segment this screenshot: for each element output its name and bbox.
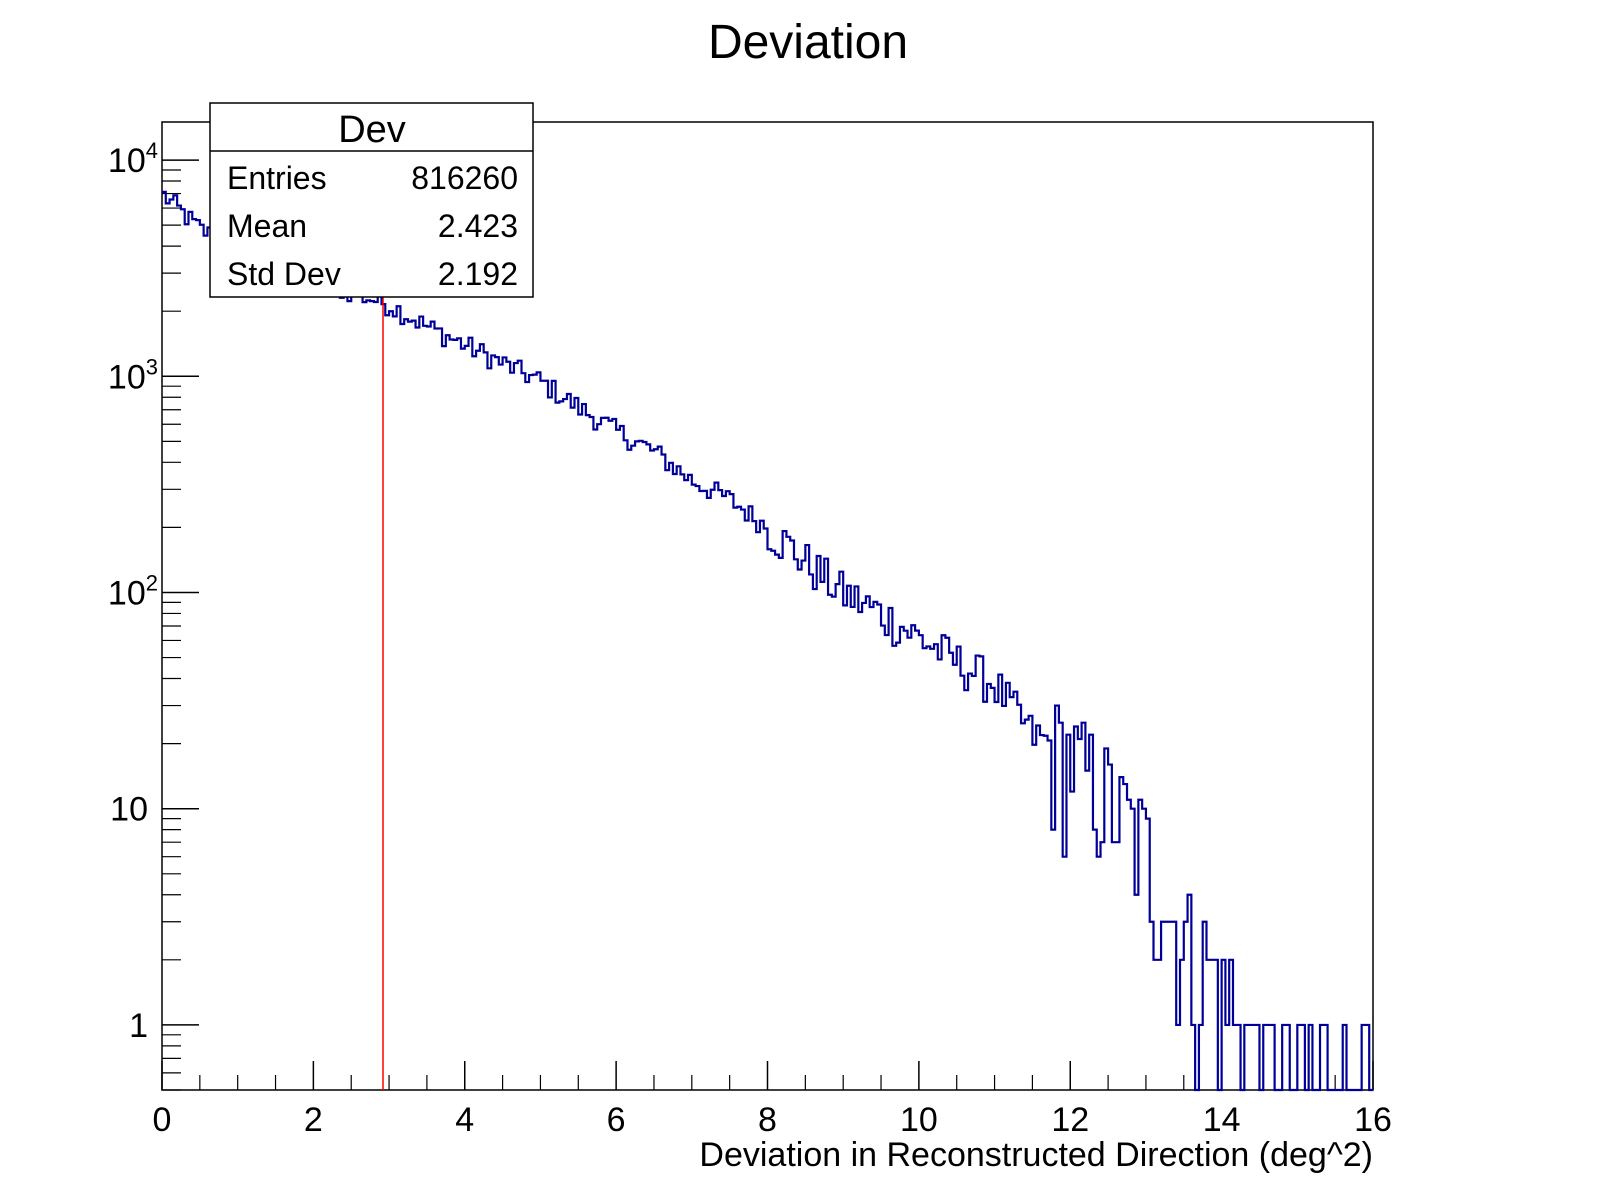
stats-stddev-label: Std Dev <box>227 256 341 292</box>
x-tick-label: 14 <box>1203 1101 1241 1139</box>
x-axis-title: Deviation in Reconstructed Direction (de… <box>699 1136 1373 1174</box>
x-tick-label: 12 <box>1051 1101 1089 1139</box>
x-tick-label: 10 <box>900 1101 938 1139</box>
stats-stddev-value: 2.192 <box>438 256 518 292</box>
x-tick-label: 2 <box>304 1101 323 1139</box>
x-tick-label: 4 <box>455 1101 474 1139</box>
stats-box-title: Dev <box>338 109 406 151</box>
x-tick-label: 8 <box>758 1101 777 1139</box>
x-axis-ticks: 0 2 4 6 8 10 12 14 16 <box>153 1061 1392 1139</box>
minor-ticks <box>162 169 1336 1091</box>
stats-entries-value: 816260 <box>411 160 518 196</box>
y-tick-label: 10 <box>110 791 148 829</box>
y-tick-label: 1 <box>129 1007 148 1045</box>
y-axis-ticks: 1 10 102 103 104 <box>108 138 199 1045</box>
x-tick-label: 6 <box>607 1101 626 1139</box>
histogram-series-line <box>162 190 1373 1092</box>
chart-title: Deviation <box>708 16 908 69</box>
stats-entries-label: Entries <box>227 160 327 196</box>
stats-mean-value: 2.423 <box>438 208 518 244</box>
y-tick-label: 103 <box>108 354 158 396</box>
y-tick-label: 104 <box>108 138 158 180</box>
stats-box-frame <box>209 102 534 298</box>
stats-box: Dev Entries 816260 Mean 2.423 Std Dev 2.… <box>209 102 534 298</box>
x-tick-label: 16 <box>1354 1101 1392 1139</box>
x-tick-label: 0 <box>153 1101 172 1139</box>
y-tick-label: 102 <box>108 570 158 612</box>
stats-mean-label: Mean <box>227 208 307 244</box>
